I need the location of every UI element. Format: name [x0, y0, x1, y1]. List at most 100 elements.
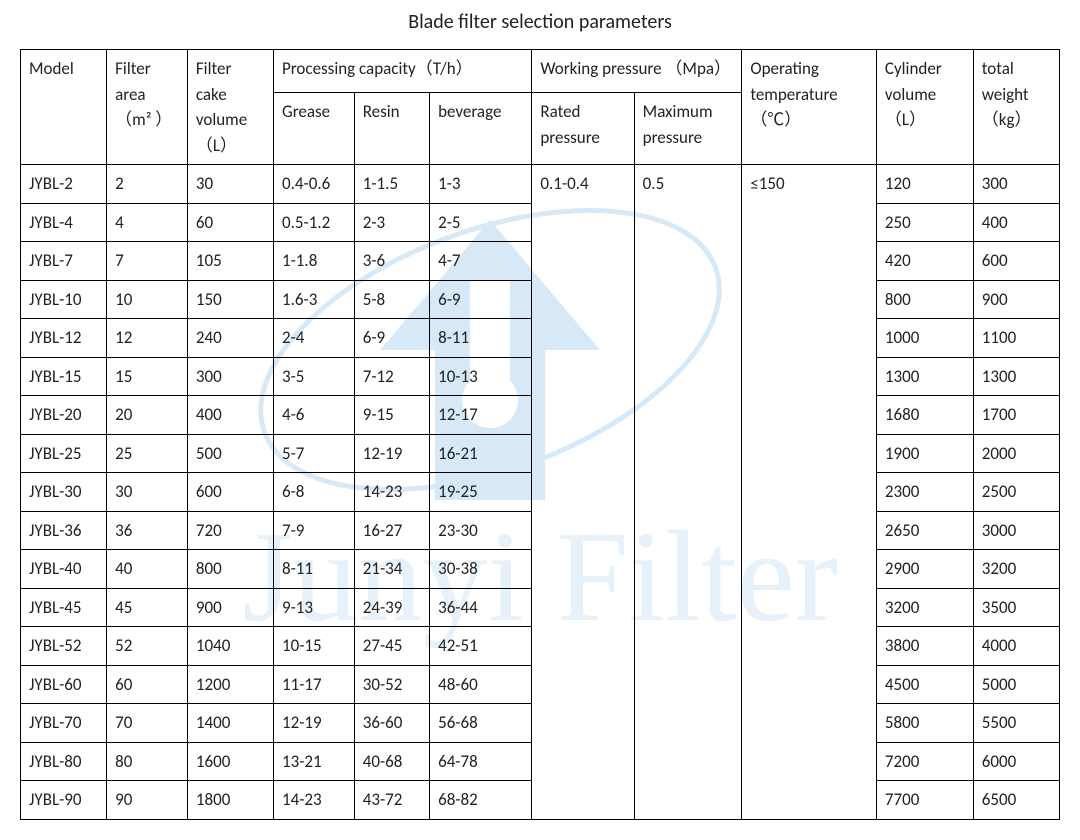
header-processing-capacity: Processing capacity（T/h）	[273, 50, 531, 93]
cell-beverage: 68-82	[430, 781, 532, 820]
header-beverage: beverage	[430, 93, 532, 165]
cell-cake: 1400	[187, 704, 273, 743]
cell-cylinder-volume: 3800	[876, 627, 973, 666]
cell-grease: 0.5-1.2	[273, 203, 354, 242]
cell-model: JYBL-52	[21, 627, 107, 666]
header-filter-area: Filter area （m² ）	[107, 50, 188, 165]
cell-area: 30	[107, 473, 188, 512]
header-cylinder-volume: Cylinder volume （L）	[876, 50, 973, 165]
header-working-pressure: Working pressure （Mpa）	[532, 50, 742, 93]
header-grease: Grease	[273, 93, 354, 165]
cell-cake: 240	[187, 319, 273, 358]
cell-area: 90	[107, 781, 188, 820]
cell-total-weight: 3500	[973, 588, 1059, 627]
cell-cylinder-volume: 7200	[876, 742, 973, 781]
cell-cake: 800	[187, 550, 273, 589]
cell-cylinder-volume: 250	[876, 203, 973, 242]
cell-grease: 4-6	[273, 396, 354, 435]
table-row: JYBL-22300.4-0.61-1.51-30.1-0.40.5≤15012…	[21, 165, 1060, 204]
cell-resin: 9-15	[354, 396, 429, 435]
cell-resin: 7-12	[354, 357, 429, 396]
cell-cake: 1040	[187, 627, 273, 666]
cell-total-weight: 300	[973, 165, 1059, 204]
cell-total-weight: 400	[973, 203, 1059, 242]
cell-total-weight: 5000	[973, 665, 1059, 704]
cell-beverage: 42-51	[430, 627, 532, 666]
cell-beverage: 6-9	[430, 280, 532, 319]
cell-grease: 1-1.8	[273, 242, 354, 281]
cell-resin: 36-60	[354, 704, 429, 743]
cell-rated-pressure: 0.1-0.4	[532, 165, 634, 820]
cell-model: JYBL-60	[21, 665, 107, 704]
cell-cylinder-volume: 4500	[876, 665, 973, 704]
cell-model: JYBL-4	[21, 203, 107, 242]
cell-cake: 150	[187, 280, 273, 319]
cell-area: 10	[107, 280, 188, 319]
cell-max-pressure: 0.5	[634, 165, 742, 820]
cell-cake: 600	[187, 473, 273, 512]
cell-cake: 60	[187, 203, 273, 242]
cell-cylinder-volume: 3200	[876, 588, 973, 627]
cell-cake: 30	[187, 165, 273, 204]
cell-total-weight: 4000	[973, 627, 1059, 666]
cell-temperature: ≤150	[742, 165, 877, 820]
cell-resin: 40-68	[354, 742, 429, 781]
cell-model: JYBL-30	[21, 473, 107, 512]
cell-area: 60	[107, 665, 188, 704]
cell-area: 45	[107, 588, 188, 627]
cell-resin: 12-19	[354, 434, 429, 473]
cell-cake: 1600	[187, 742, 273, 781]
cell-cylinder-volume: 1680	[876, 396, 973, 435]
cell-grease: 11-17	[273, 665, 354, 704]
cell-total-weight: 3200	[973, 550, 1059, 589]
cell-total-weight: 600	[973, 242, 1059, 281]
cell-area: 20	[107, 396, 188, 435]
cell-grease: 10-15	[273, 627, 354, 666]
cell-cake: 105	[187, 242, 273, 281]
cell-model: JYBL-80	[21, 742, 107, 781]
cell-beverage: 8-11	[430, 319, 532, 358]
header-total-weight: total weight （kg）	[973, 50, 1059, 165]
cell-model: JYBL-70	[21, 704, 107, 743]
cell-resin: 2-3	[354, 203, 429, 242]
parameters-table: Model Filter area （m² ） Filter cake volu…	[20, 49, 1060, 820]
cell-model: JYBL-40	[21, 550, 107, 589]
cell-area: 2	[107, 165, 188, 204]
cell-model: JYBL-7	[21, 242, 107, 281]
header-resin: Resin	[354, 93, 429, 165]
cell-area: 40	[107, 550, 188, 589]
cell-beverage: 23-30	[430, 511, 532, 550]
cell-beverage: 36-44	[430, 588, 532, 627]
cell-grease: 0.4-0.6	[273, 165, 354, 204]
cell-total-weight: 1100	[973, 319, 1059, 358]
cell-total-weight: 2500	[973, 473, 1059, 512]
cell-beverage: 16-21	[430, 434, 532, 473]
cell-grease: 12-19	[273, 704, 354, 743]
cell-grease: 2-4	[273, 319, 354, 358]
cell-area: 52	[107, 627, 188, 666]
cell-total-weight: 1700	[973, 396, 1059, 435]
cell-resin: 5-8	[354, 280, 429, 319]
cell-cylinder-volume: 1300	[876, 357, 973, 396]
cell-model: JYBL-20	[21, 396, 107, 435]
cell-model: JYBL-25	[21, 434, 107, 473]
cell-model: JYBL-10	[21, 280, 107, 319]
cell-resin: 27-45	[354, 627, 429, 666]
cell-beverage: 56-68	[430, 704, 532, 743]
cell-beverage: 64-78	[430, 742, 532, 781]
cell-grease: 7-9	[273, 511, 354, 550]
cell-grease: 8-11	[273, 550, 354, 589]
cell-resin: 21-34	[354, 550, 429, 589]
cell-resin: 6-9	[354, 319, 429, 358]
cell-model: JYBL-12	[21, 319, 107, 358]
cell-area: 70	[107, 704, 188, 743]
cell-cylinder-volume: 420	[876, 242, 973, 281]
cell-cylinder-volume: 2300	[876, 473, 973, 512]
cell-area: 25	[107, 434, 188, 473]
cell-cake: 300	[187, 357, 273, 396]
cell-total-weight: 6500	[973, 781, 1059, 820]
cell-grease: 9-13	[273, 588, 354, 627]
cell-grease: 14-23	[273, 781, 354, 820]
cell-total-weight: 5500	[973, 704, 1059, 743]
cell-total-weight: 6000	[973, 742, 1059, 781]
